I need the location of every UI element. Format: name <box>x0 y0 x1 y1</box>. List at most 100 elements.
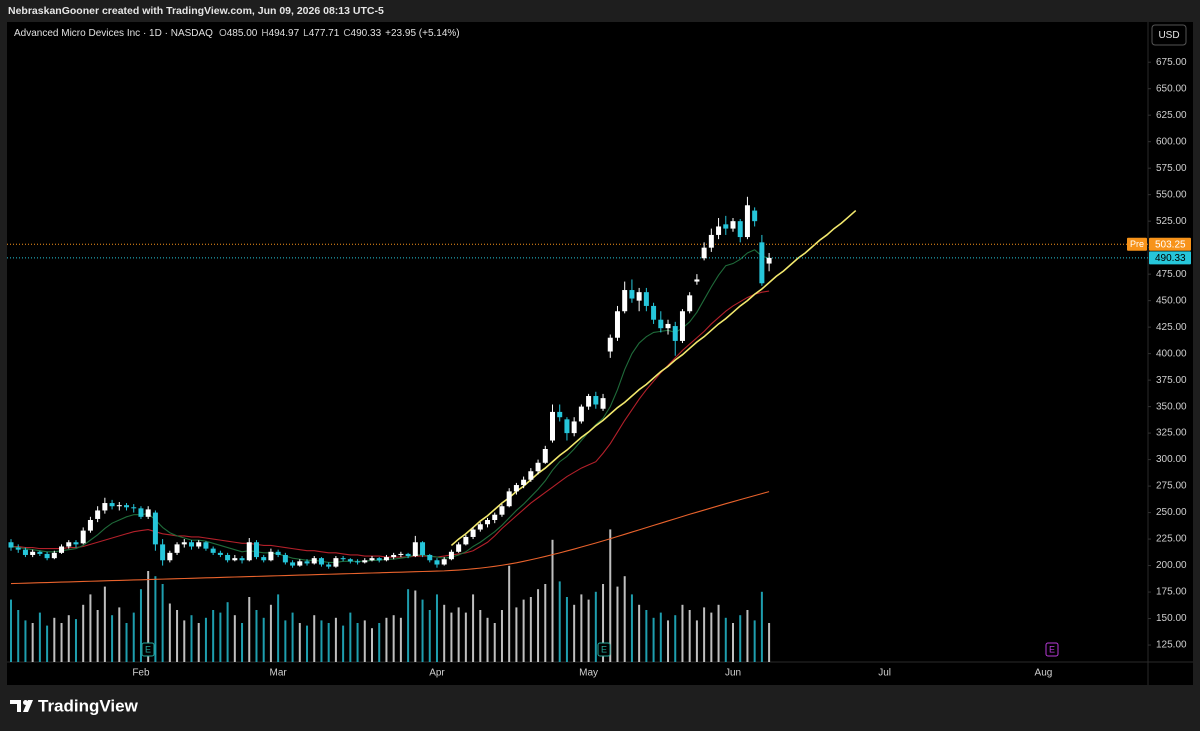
volume-bar <box>306 625 309 662</box>
price-tag-box <box>1127 237 1147 251</box>
volume-bar <box>732 623 734 662</box>
candle-body <box>521 479 527 486</box>
candle-body <box>766 257 772 264</box>
candle-body <box>59 546 65 553</box>
volume-bar <box>103 586 106 662</box>
volume-bar <box>695 620 698 662</box>
volume-bar <box>580 594 583 662</box>
volume-bar <box>587 599 590 662</box>
volume-bar <box>594 591 597 662</box>
volume-bar <box>565 597 568 662</box>
candle-body <box>333 558 339 567</box>
x-tick-label: Mar <box>270 668 288 679</box>
symbol-legend: Advanced Micro Devices Inc · 1D · NASDAQ… <box>14 28 460 39</box>
candle-body <box>232 558 238 561</box>
candle-body <box>730 221 736 229</box>
candle-body <box>600 398 606 409</box>
volume-bar <box>688 610 691 662</box>
volume-bar <box>277 594 280 662</box>
ohlc-value: 477.71 <box>309 28 340 39</box>
header-text: NebraskanGooner created with TradingView… <box>8 5 384 17</box>
volume-bar <box>399 617 402 662</box>
volume-bar <box>46 625 49 662</box>
ohlc-key: L <box>303 28 309 39</box>
volume-bar <box>537 589 540 662</box>
volume-bar <box>154 576 157 662</box>
volume-bar <box>233 615 236 662</box>
candle-body <box>672 326 678 341</box>
symbol-title: Advanced Micro Devices Inc · 1D · NASDAQ <box>14 28 213 39</box>
volume-bar <box>630 594 633 662</box>
price-label-box <box>1149 237 1191 251</box>
volume-bar <box>508 565 511 662</box>
volume-bar <box>262 617 265 662</box>
volume-bar <box>255 610 258 662</box>
candle-body <box>420 542 426 555</box>
x-tick-label: Apr <box>429 668 445 679</box>
volume-bar <box>139 589 142 662</box>
candle-body <box>687 295 693 312</box>
candle-body <box>275 551 281 555</box>
candle-body <box>297 561 303 566</box>
candle-body <box>355 561 361 563</box>
volume-bar <box>443 604 446 662</box>
chart-panel <box>7 22 1193 685</box>
earnings-label: E <box>1049 644 1055 654</box>
candle-body <box>434 560 440 565</box>
x-tick-label: May <box>579 668 598 679</box>
candle-body <box>723 224 729 229</box>
candle-body <box>217 552 223 555</box>
logo-text: TradingView <box>38 696 139 715</box>
earnings-label: E <box>145 644 151 654</box>
earnings-marker <box>597 642 611 657</box>
candle-body <box>124 505 130 508</box>
change-value: +23.95 (+5.14%) <box>385 28 460 39</box>
earnings-marker <box>1045 642 1059 657</box>
volume-bar <box>703 607 706 662</box>
candle-body <box>189 542 194 547</box>
candle-body <box>80 530 86 544</box>
volume-bar <box>768 623 771 662</box>
volume-bar <box>551 539 554 662</box>
y-tick-label: 275.00 <box>1156 481 1187 492</box>
y-tick-label: 200.00 <box>1156 560 1187 571</box>
currency-button[interactable] <box>1151 24 1187 46</box>
volume-bar <box>428 610 431 662</box>
candle-body <box>131 507 137 509</box>
volume-bar <box>349 612 352 662</box>
volume-bar <box>371 628 373 662</box>
volume-bar <box>183 620 186 662</box>
candle-body <box>22 549 28 555</box>
earnings-marker <box>141 642 155 657</box>
candle-body <box>694 279 700 282</box>
volume-bar <box>500 610 503 662</box>
candle-body <box>456 544 462 552</box>
candle-body <box>485 520 491 525</box>
logo-slash <box>23 700 33 712</box>
candle-body <box>362 560 368 563</box>
candle-body <box>564 419 570 434</box>
candle-body <box>427 554 433 561</box>
moving-average <box>10 249 770 563</box>
volume-bar <box>269 604 272 662</box>
candle-body <box>448 551 454 560</box>
candle-body <box>340 558 346 560</box>
volume-bar <box>710 612 713 662</box>
candle-body <box>557 411 563 418</box>
ohlc-value: 494.97 <box>269 28 300 39</box>
volume-bar <box>667 620 670 662</box>
candle-body <box>441 559 447 565</box>
volume-bar <box>544 584 547 662</box>
y-tick-label: 475.00 <box>1156 269 1187 280</box>
candle-body <box>30 551 36 555</box>
candle-body <box>8 542 14 548</box>
candle-body <box>369 558 375 561</box>
candle-body <box>116 505 122 507</box>
x-tick-label: Feb <box>132 668 150 679</box>
y-tick-label: 425.00 <box>1156 322 1187 333</box>
candle-body <box>701 247 707 259</box>
candle-body <box>246 542 252 561</box>
volume-bar <box>17 610 20 662</box>
